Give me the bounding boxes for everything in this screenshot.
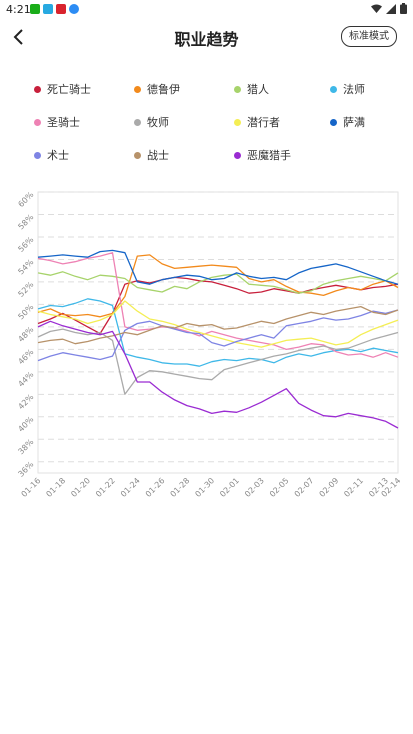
y-tick-label: 48%	[16, 325, 35, 344]
y-tick-label: 42%	[16, 392, 35, 411]
x-tick-label: 02-01	[218, 476, 241, 499]
series-line	[37, 271, 399, 294]
series-line	[37, 298, 399, 367]
app-notification-icon	[69, 4, 79, 14]
legend-label: 死亡骑士	[47, 83, 91, 96]
series-line	[37, 276, 399, 335]
status-bar: 4:21	[0, 0, 413, 20]
legend-label: 牧师	[147, 116, 169, 129]
legend-item[interactable]: 德鲁伊	[134, 81, 180, 97]
x-tick-label: 02-05	[268, 476, 291, 499]
wifi-icon	[371, 4, 382, 13]
legend-item[interactable]: 恶魔猎手	[234, 147, 291, 163]
x-tick-label: 01-28	[169, 476, 192, 499]
legend-color-marker	[330, 85, 337, 93]
legend-color-marker	[134, 118, 141, 126]
legend-label: 恶魔猎手	[247, 149, 291, 162]
status-indicators	[371, 3, 407, 14]
series-line	[37, 320, 399, 429]
back-button[interactable]	[6, 24, 30, 50]
header: 职业趋势 标准模式	[0, 20, 413, 54]
legend-label: 潜行者	[247, 116, 280, 129]
legend-color-marker	[234, 151, 241, 159]
x-tick-label: 01-26	[144, 476, 167, 499]
x-tick-label: 01-30	[193, 476, 216, 499]
x-tick-label: 02-07	[293, 476, 316, 499]
app-notification-icon	[30, 4, 40, 14]
y-tick-label: 38%	[16, 437, 35, 456]
trend-line-chart: 36% 38% 40% 42% 44% 46% 48% 50% 52% 54% 56% 58% 60% 0…	[16, 190, 402, 499]
legend-label: 猎人	[247, 83, 269, 96]
y-tick-label: 46%	[16, 347, 35, 366]
y-tick-label: 58%	[16, 212, 35, 231]
legend-color-marker	[330, 118, 337, 126]
x-tick-label: 01-18	[44, 476, 67, 499]
legend-item[interactable]: 术士	[34, 147, 69, 163]
x-tick-label: 02-09	[318, 476, 341, 499]
legend-label: 圣骑士	[47, 116, 80, 129]
mode-toggle-button[interactable]: 标准模式	[341, 26, 397, 47]
legend-color-marker	[134, 85, 141, 93]
page-title: 职业趋势	[174, 30, 239, 49]
status-time: 4:21	[6, 3, 31, 16]
legend-item[interactable]: 牧师	[134, 114, 169, 130]
legend-label: 德鲁伊	[147, 83, 180, 96]
x-tick-label: 02-11	[342, 476, 365, 499]
x-tick-label: 01-20	[69, 476, 92, 499]
legend-color-marker	[34, 118, 41, 126]
y-tick-label: 60%	[16, 190, 35, 209]
legend-label: 萨满	[343, 116, 365, 129]
legend-item[interactable]: 猎人	[234, 81, 269, 97]
app-notification-icon	[56, 4, 66, 14]
battery-icon	[400, 3, 407, 14]
legend-label: 法师	[343, 83, 365, 96]
y-tick-label: 36%	[16, 460, 35, 479]
legend-color-marker	[34, 85, 41, 93]
legend-item[interactable]: 法师	[330, 81, 365, 97]
app-notification-icon	[43, 4, 53, 14]
series-line	[37, 252, 399, 358]
legend-item[interactable]: 圣骑士	[34, 114, 80, 130]
x-tick-label: 01-16	[20, 476, 43, 499]
legend-color-marker	[34, 151, 41, 159]
series-line	[37, 328, 399, 395]
series-line	[37, 254, 399, 318]
y-tick-label: 50%	[16, 302, 35, 321]
series-line	[37, 300, 399, 348]
y-tick-label: 40%	[16, 415, 35, 434]
back-arrow-icon	[13, 29, 23, 45]
legend-label: 战士	[147, 149, 169, 162]
status-app-icons	[30, 4, 79, 14]
signal-icon	[386, 3, 396, 14]
y-tick-label: 56%	[16, 235, 35, 254]
legend-item[interactable]: 死亡骑士	[34, 81, 91, 97]
y-tick-label: 52%	[16, 280, 35, 299]
series-line	[37, 249, 399, 285]
x-tick-label: 01-22	[94, 476, 117, 499]
series-line	[37, 305, 399, 345]
legend-item[interactable]: 潜行者	[234, 114, 280, 130]
legend-color-marker	[134, 151, 141, 159]
legend-color-marker	[234, 118, 241, 126]
legend-label: 术士	[47, 149, 69, 162]
legend-color-marker	[234, 85, 241, 93]
legend-item[interactable]: 萨满	[330, 114, 365, 130]
series-line	[37, 309, 399, 362]
y-tick-label: 54%	[16, 257, 35, 276]
y-tick-label: 44%	[16, 370, 35, 389]
x-tick-label: 01-24	[119, 476, 142, 499]
x-tick-label: 02-03	[243, 476, 266, 499]
legend-item[interactable]: 战士	[134, 147, 169, 163]
